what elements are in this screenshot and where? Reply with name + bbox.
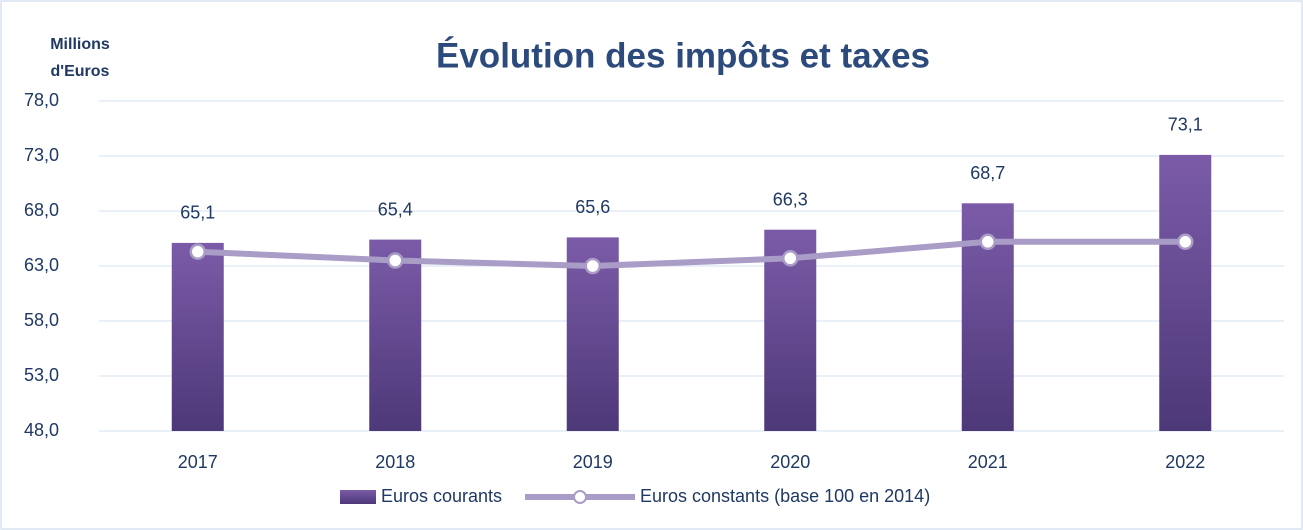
y-tick-label: 58,0 (24, 310, 59, 330)
y-tick-label: 68,0 (24, 200, 59, 220)
y-axis-label: Millions (50, 36, 110, 53)
legend-swatch (340, 490, 376, 504)
y-tick-label: 63,0 (24, 255, 59, 275)
y-tick-label: 53,0 (24, 365, 59, 385)
line-point (584, 257, 601, 275)
data-label: 65,4 (378, 199, 413, 219)
data-label: 73,1 (1168, 115, 1203, 135)
bar (369, 239, 422, 431)
chart-title: Évolution des impôts et taxes (436, 35, 930, 75)
x-tick-label: 2018 (375, 452, 415, 472)
legend-label: Euros constants (base 100 en 2014) (640, 486, 930, 506)
legend-label: Euros courants (381, 486, 502, 506)
line (197, 238, 1186, 270)
data-label: 68,7 (970, 163, 1005, 183)
x-tick-label: 2021 (968, 452, 1008, 472)
x-tick-label: 2020 (770, 452, 810, 472)
line-point (387, 252, 404, 269)
y-tick-label: 78,0 (24, 90, 59, 110)
data-label: 65,1 (180, 203, 215, 223)
y-axis-label: d'Euros (51, 63, 110, 80)
bar (1159, 154, 1212, 431)
y-tick-label: 48,0 (24, 420, 59, 440)
data-label: 65,6 (575, 197, 610, 217)
y-tick-label: 73,0 (24, 145, 59, 165)
x-tick-label: 2022 (1165, 452, 1205, 472)
line-point (189, 243, 206, 260)
line-point (979, 233, 996, 251)
line-point (1177, 233, 1194, 251)
data-label: 66,3 (773, 189, 808, 209)
x-tick-label: 2017 (178, 452, 218, 472)
bar (171, 242, 224, 431)
x-tick-label: 2019 (573, 452, 613, 472)
legend-swatch (573, 490, 587, 504)
line-point (782, 250, 799, 267)
